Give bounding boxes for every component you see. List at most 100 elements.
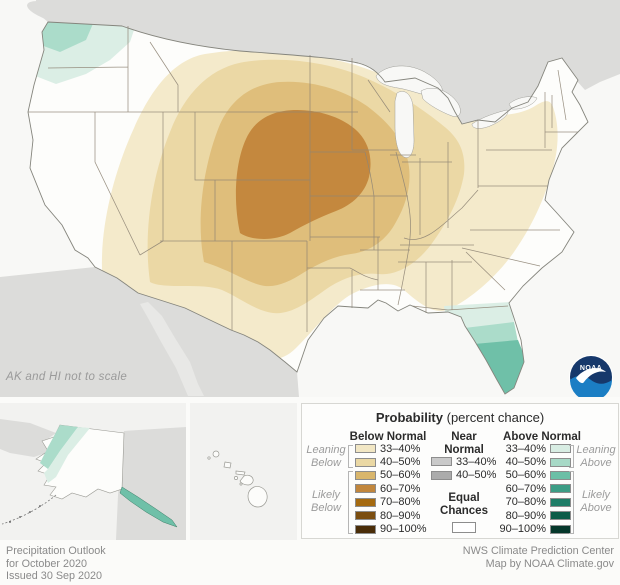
legend-row: 60–70% — [355, 482, 427, 495]
noaa-logo-gull-icon — [576, 368, 606, 384]
footer-product-name: Precipitation Outlook — [6, 545, 106, 557]
legend-row: 90–100% — [452, 522, 571, 535]
legend-title-rest: (percent chance) — [443, 410, 545, 425]
baja-peninsula — [140, 302, 204, 396]
near-normal-header: Near Normal — [430, 431, 498, 457]
hawaii-inset — [190, 403, 297, 540]
legend-range-label: 33–40% — [456, 455, 497, 468]
legend-title: Probability (percent chance) — [302, 410, 618, 425]
equal-chances-line1: Equal — [448, 492, 480, 504]
legend-swatch — [550, 470, 571, 480]
below-normal-rows: 33–40% 40–50% 50–60% 60–70% 70–80% 80–90% 90–1… — [355, 442, 427, 536]
legend-swatch — [431, 470, 452, 480]
legend-range-label: 40–50% — [380, 456, 421, 469]
legend-row: 80–90% — [355, 509, 427, 522]
legend-swatch — [355, 470, 376, 480]
legend-swatch — [550, 444, 571, 454]
state-boundaries — [28, 26, 578, 332]
noaa-logo-text: NOAA — [580, 365, 602, 372]
legend-row: 50–60% — [452, 469, 571, 482]
leaning-above-bracket — [569, 445, 574, 468]
bottom-strip: Probability (percent chance) Below Norma… — [0, 397, 620, 585]
footer-credits: NWS Climate Prediction Center Map by NOA… — [463, 545, 614, 570]
legend-range-label: 60–70% — [380, 482, 421, 495]
alaska-inset — [0, 403, 186, 540]
legend-row: 40–50% — [431, 468, 496, 481]
legend-swatch — [431, 457, 452, 467]
legend-swatch — [550, 457, 571, 467]
footer-source: NWS Climate Prediction Center — [462, 545, 614, 557]
legend-swatch — [550, 524, 571, 534]
legend-range-label: 70–80% — [505, 496, 546, 509]
below-60-70-contour — [235, 110, 371, 239]
legend-row: 60–70% — [452, 482, 571, 495]
legend-swatch — [355, 497, 376, 507]
near-normal-header-line1: Near — [451, 431, 477, 443]
aleutian-islands — [9, 505, 41, 523]
legend-range-label: 33–40% — [380, 442, 421, 455]
legend-range-label: 60–70% — [505, 482, 546, 495]
below-normal-contours — [101, 50, 558, 360]
legend-swatch — [355, 511, 376, 521]
legend-row: 40–50% — [355, 455, 427, 468]
likely-above-label: Likely Above — [580, 489, 612, 514]
mexico-landmass — [0, 267, 299, 397]
legend-range-label: 70–80% — [380, 496, 421, 509]
lake-michigan — [394, 91, 415, 158]
equal-chances-line2: Chances — [440, 505, 488, 517]
legend-range-label: 80–90% — [505, 509, 546, 522]
legend-row: 33–40% — [355, 442, 427, 455]
above-normal-rows: 33–40% 40–50% 50–60% 60–70% 70–80% 80–90% 90–1… — [452, 442, 571, 536]
legend-swatch — [355, 444, 376, 454]
legend-row: 70–80% — [452, 496, 571, 509]
leaning-above-label: Leaning Above — [576, 444, 616, 469]
lake-ontario — [508, 96, 538, 110]
likely-below-label: Likely Below — [311, 489, 341, 514]
legend-swatch — [550, 484, 571, 494]
legend-swatch — [355, 484, 376, 494]
conus-map: NOAA — [0, 0, 620, 397]
legend-range-label: 80–90% — [380, 509, 421, 522]
leaning-below-bracket — [348, 445, 353, 468]
legend-swatch — [355, 457, 376, 467]
footer-map-credit: Map by NOAA Climate.gov — [485, 557, 614, 570]
legend-range-label: 40–50% — [505, 456, 546, 469]
above-normal-header: Above Normal — [503, 431, 581, 443]
great-lakes — [375, 65, 538, 158]
canada-landmass — [36, 0, 620, 124]
footer-issue-date: Issued 30 Sep 2020 — [6, 570, 103, 582]
near-normal-rows: 33–40% 40–50% — [431, 455, 496, 482]
legend-range-label: 90–100% — [499, 523, 547, 536]
legend-swatch — [355, 524, 376, 534]
map-scale-note: AK and HI not to scale — [6, 371, 128, 383]
legend-range-label: 33–40% — [505, 442, 546, 455]
equal-chances: Equal Chances — [430, 492, 498, 533]
probability-contours — [28, 22, 558, 394]
lake-erie — [471, 109, 509, 129]
alaska-panhandle-above-band — [119, 486, 178, 528]
legend-range-label: 50–60% — [505, 469, 546, 482]
russia-landmass — [0, 419, 58, 457]
aleutian-chain — [1, 494, 57, 525]
leaning-below-label: Leaning Below — [306, 444, 346, 469]
lake-huron — [420, 87, 461, 117]
legend-row: 40–50% — [452, 455, 571, 468]
legend-range-label: 90–100% — [380, 523, 427, 536]
near-normal-header-line2: Normal — [444, 444, 484, 456]
footer-issue-info: Precipitation Outlook for October 2020 I… — [6, 545, 106, 583]
legend-swatch — [550, 497, 571, 507]
canada-landmass-ak — [116, 427, 186, 540]
equal-chances-swatch — [452, 522, 476, 533]
likely-above-bracket — [569, 471, 574, 534]
likely-below-bracket — [348, 471, 353, 534]
legend-range-label: 40–50% — [456, 469, 497, 482]
legend-row: 33–40% — [452, 442, 571, 455]
hawaiian-islands — [207, 450, 268, 508]
legend-row: 90–100% — [355, 522, 427, 535]
alaska-above-33-40-band — [44, 427, 90, 483]
footer-valid-period: for October 2020 — [6, 557, 88, 570]
legend-range-label: 50–60% — [380, 469, 421, 482]
noaa-logo: NOAA — [569, 355, 613, 397]
legend-row: 33–40% — [431, 455, 496, 468]
